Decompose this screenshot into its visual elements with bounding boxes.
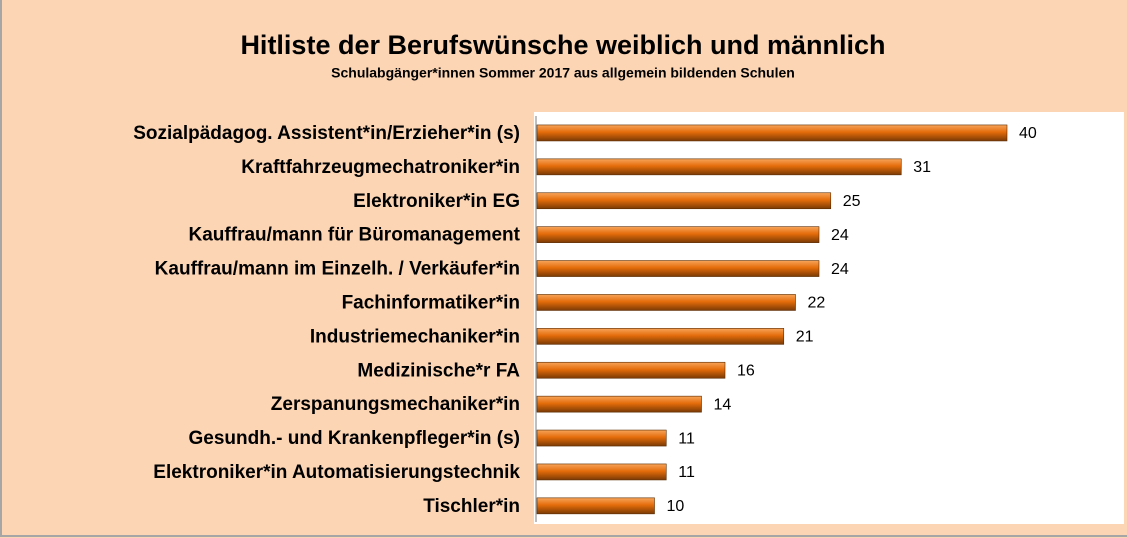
bar [536,294,796,311]
value-label: 11 [678,464,695,481]
category-label: Elektroniker*in EG [353,191,520,212]
category-label: Sozialpädagog. Assistent*in/Erzieher*in … [133,123,520,144]
category-label: Zerspanungsmechaniker*in [271,394,520,415]
bar [536,395,702,413]
chart-title: Hitliste der Berufswünsche weiblich und … [240,30,885,60]
category-label: Tischler*in [423,496,520,517]
value-label: 10 [667,498,685,515]
bar [536,260,820,277]
category-label: Elektroniker*in Automatisierungstechnik [153,462,520,483]
bar [536,192,832,210]
value-label: 31 [913,159,931,176]
value-label: 24 [831,227,849,244]
value-label: 14 [714,396,732,413]
value-label: 40 [1019,125,1037,142]
value-label: 16 [737,362,755,379]
category-label: Kauffrau/mann im Einzelh. / Verkäufer*in [155,259,520,280]
bar [536,361,726,379]
value-label: 25 [843,193,861,210]
category-label: Industriemechaniker*in [310,326,520,347]
bar [536,497,655,515]
category-label: Kraftfahrzeugmechatroniker*in [241,157,520,178]
category-label: Gesundh.- und Krankenpfleger*in (s) [189,428,520,449]
bar [536,158,902,176]
value-label: 11 [678,430,695,447]
plot-area [534,112,1124,524]
bar [536,226,820,243]
chart-subtitle: Schulabgänger*innen Sommer 2017 aus allg… [331,65,795,81]
bar [536,429,667,447]
value-label: 22 [808,295,826,312]
category-label: Kauffrau/mann für Büromanagement [189,225,521,246]
value-label: 21 [796,329,814,346]
bar [536,463,667,481]
category-label: Fachinformatiker*in [342,292,520,313]
category-label: Medizinische*r FA [357,360,520,381]
value-label: 24 [831,261,849,278]
bar [536,124,1008,142]
bar [536,328,785,345]
